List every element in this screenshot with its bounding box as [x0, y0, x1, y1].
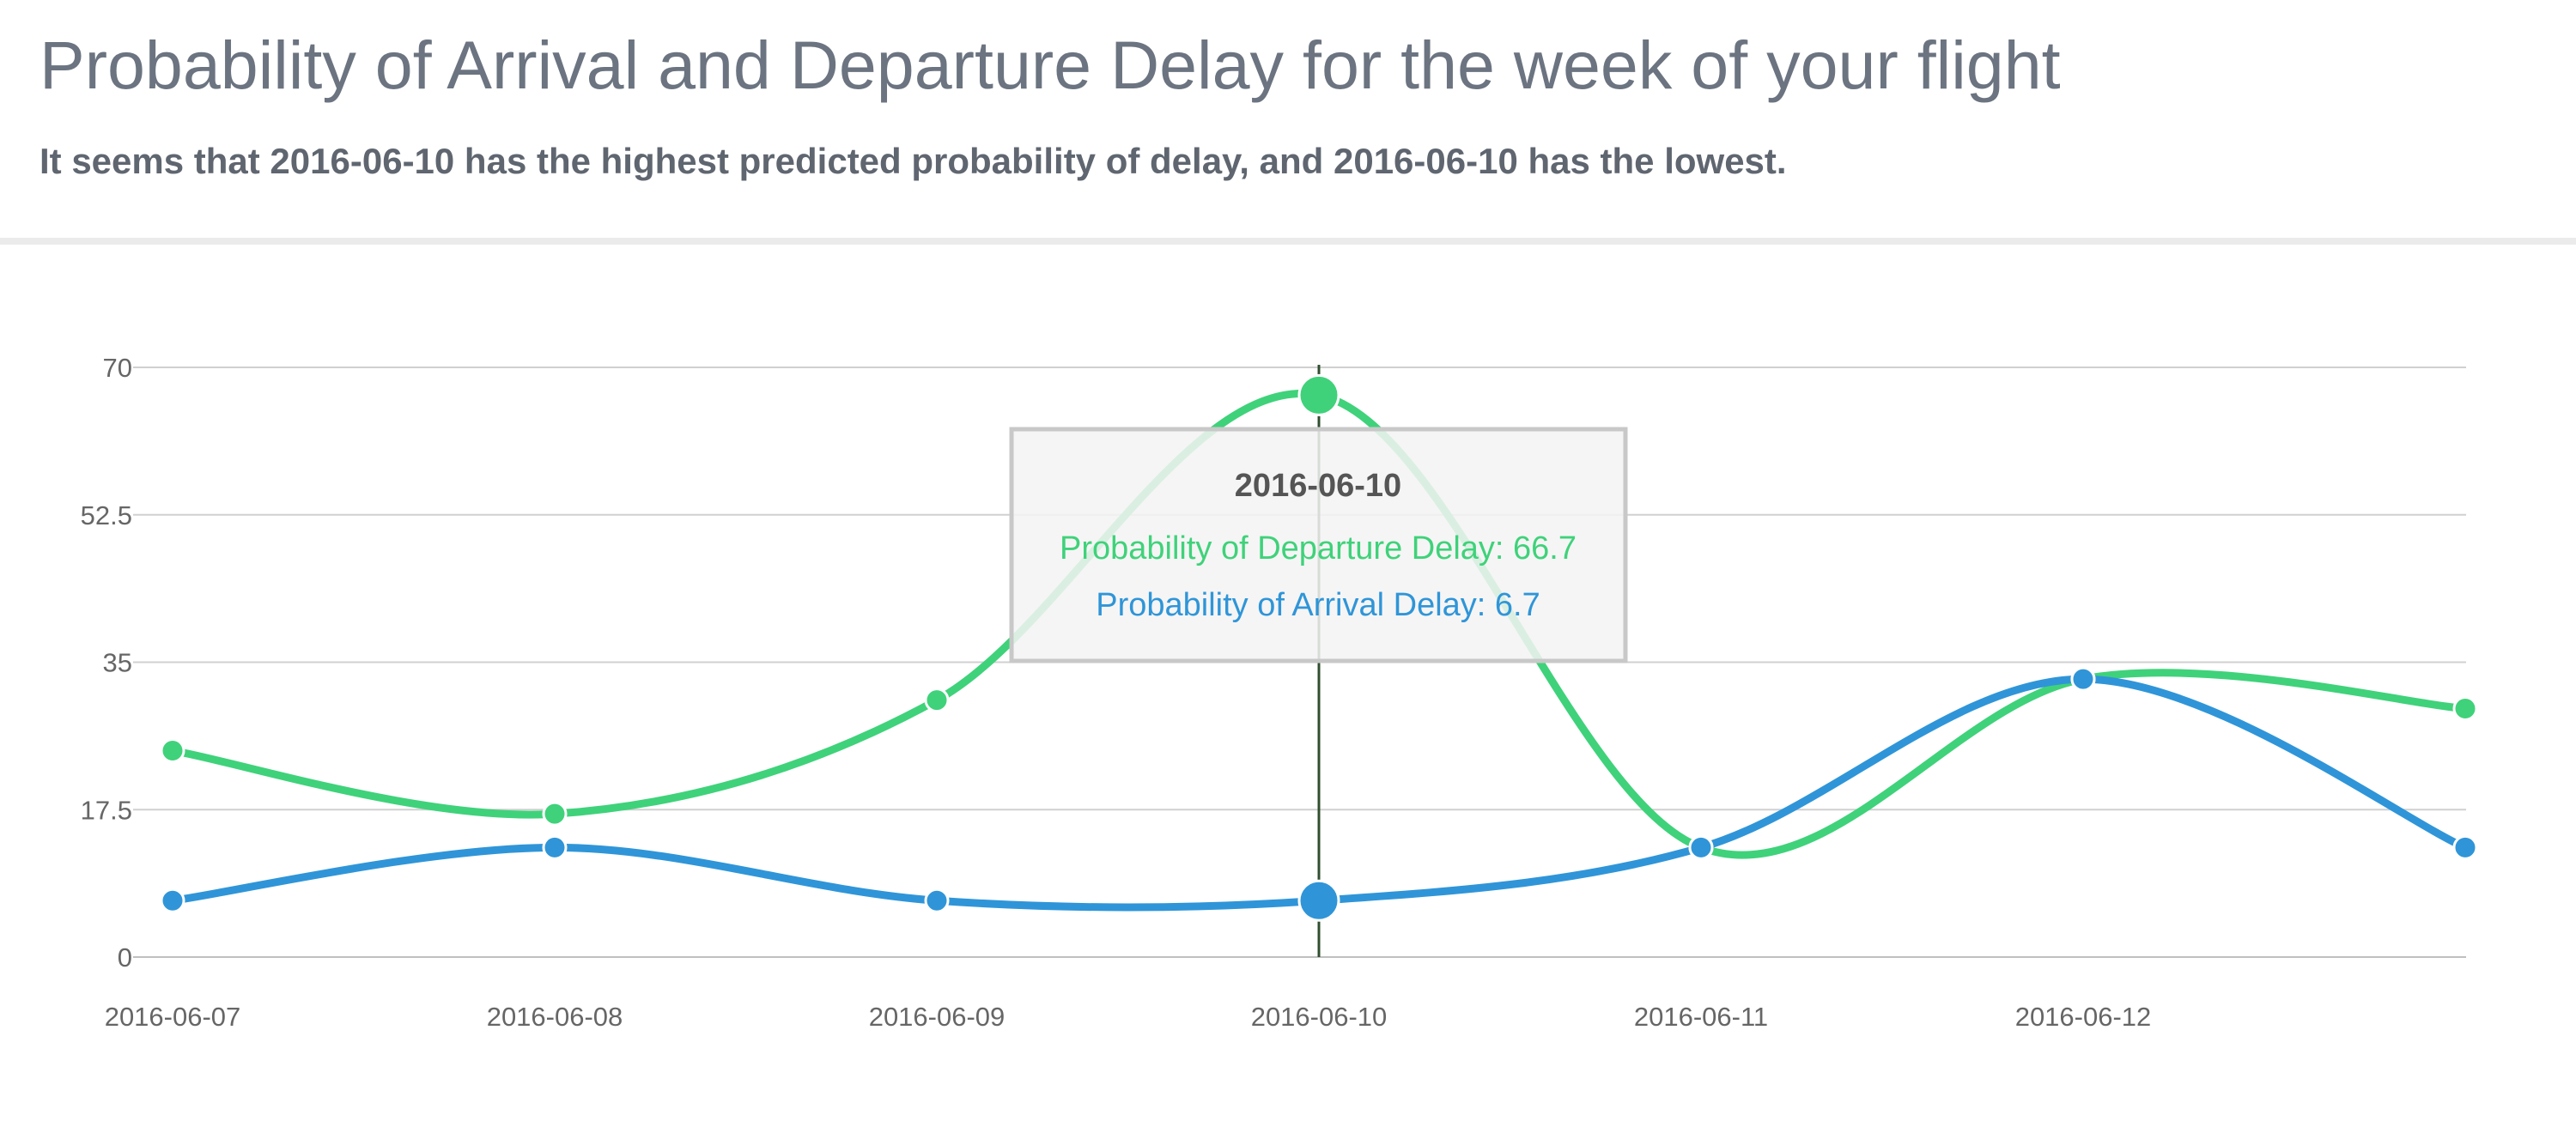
x-tick-label: 2016-06-12: [2015, 1002, 2152, 1032]
tooltip-box: [1009, 427, 1628, 664]
page-subtitle: It seems that 2016-06-10 has the highest…: [39, 141, 1787, 181]
data-point-arrival[interactable]: [1297, 879, 1340, 922]
page-title: Probability of Arrival and Departure Del…: [39, 27, 2061, 103]
y-tick-label: 70: [103, 353, 132, 383]
data-point-departure[interactable]: [160, 738, 185, 764]
x-tick-label: 2016-06-11: [1634, 1002, 1768, 1032]
data-point-arrival[interactable]: [542, 834, 568, 860]
data-point-arrival[interactable]: [2452, 834, 2478, 860]
x-tick-label: 2016-06-08: [487, 1002, 623, 1032]
data-point-departure[interactable]: [924, 688, 950, 713]
y-axis: 0 17.5 35 52.5 70: [81, 353, 132, 973]
x-tick-label: 2016-06-10: [1251, 1002, 1388, 1032]
y-tick-label: 17.5: [81, 795, 132, 825]
page-header: Probability of Arrival and Departure Del…: [0, 0, 2576, 240]
data-point-arrival[interactable]: [924, 888, 950, 913]
data-point-arrival[interactable]: [160, 888, 185, 913]
x-axis: 2016-06-07 2016-06-08 2016-06-09 2016-06-10…: [105, 1002, 2152, 1032]
y-tick-label: 0: [118, 942, 132, 973]
y-tick-label: 35: [103, 648, 132, 678]
y-tick-label: 52.5: [81, 500, 132, 530]
x-tick-label: 2016-06-07: [105, 1002, 241, 1032]
x-tick-label: 2016-06-09: [869, 1002, 1005, 1032]
data-point-arrival[interactable]: [1688, 834, 1714, 860]
tooltip-departure-line: Probability of Departure Delay: 66.7: [1060, 530, 1577, 567]
tooltip-arrival-line: Probability of Arrival Delay: 6.7: [1096, 587, 1540, 623]
chart-tooltip: 2016-06-10 Probability of Departure Dela…: [1009, 427, 1628, 664]
data-point-departure[interactable]: [2452, 695, 2478, 721]
tooltip-title: 2016-06-10: [1235, 468, 1401, 504]
header-divider: [0, 238, 2576, 245]
series-points: [160, 373, 2478, 922]
data-point-departure[interactable]: [1297, 373, 1340, 416]
data-point-arrival[interactable]: [2070, 666, 2096, 692]
data-point-departure[interactable]: [542, 801, 568, 827]
